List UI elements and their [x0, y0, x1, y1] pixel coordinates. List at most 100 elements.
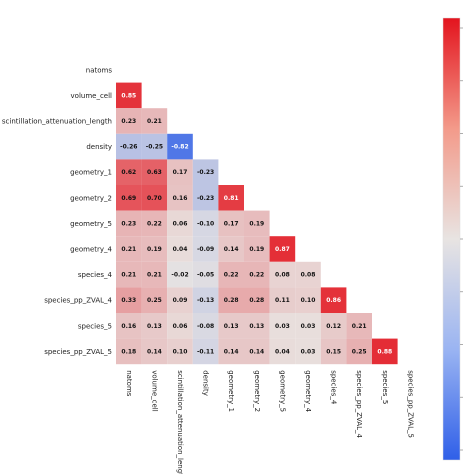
cell-value-label: 0.21: [352, 323, 367, 330]
column-tick-label: volume_cell: [150, 370, 158, 412]
column-tick-label: density: [202, 370, 210, 396]
column-tick-label: species_pp_ZVAL_4: [355, 370, 363, 438]
heatmap-cell: [141, 185, 168, 211]
heatmap-cell: [192, 159, 219, 185]
cell-value-label: 0.03: [301, 323, 316, 330]
cell-value-label: 0.03: [301, 348, 316, 355]
heatmap-cell: [192, 261, 219, 288]
cell-value-label: 0.70: [147, 195, 162, 202]
heatmap-cell: [192, 313, 219, 339]
cell-value-label: 0.06: [173, 220, 188, 227]
heatmap-cell: [116, 185, 142, 211]
heatmap-cell: [218, 313, 244, 339]
cell-value-label: 0.15: [326, 348, 341, 355]
cell-value-label: -0.11: [197, 348, 214, 355]
heatmap-cell: [218, 287, 244, 313]
heatmap-cell: [269, 313, 296, 339]
cell-value-label: 0.62: [121, 169, 136, 176]
cell-value-label: 0.08: [275, 272, 290, 279]
heatmap-cell: [244, 338, 270, 365]
cell-value-label: 0.16: [121, 323, 136, 330]
heatmap-cell: [141, 261, 168, 288]
cell-value-label: 0.16: [173, 195, 188, 202]
heatmap-cell: [167, 210, 193, 237]
row-tick-label: geometry_2: [70, 194, 112, 202]
heatmap-cell: [116, 108, 142, 134]
column-labels: natoms volume_cell scintillation_attenuati…: [125, 370, 415, 474]
colorbar: [442, 17, 463, 461]
cell-value-label: -0.02: [171, 272, 188, 279]
heatmap-cell: [167, 236, 193, 262]
cell-value-label: 0.14: [249, 348, 264, 355]
heatmap-cell: [295, 313, 321, 339]
colorbar-gradient: [442, 17, 461, 461]
heatmap-cell: [167, 185, 193, 211]
heatmap-cell: [116, 261, 142, 288]
cell-value-label: 0.21: [121, 272, 136, 279]
heatmap-cell: [167, 133, 193, 160]
cell-value-label: -0.25: [146, 144, 163, 151]
cell-value-label: 0.19: [147, 246, 162, 253]
heatmap-cell: [167, 338, 193, 365]
cell-value-label: 0.86: [326, 297, 341, 304]
heatmap-cell: [116, 338, 142, 365]
column-tick-label: species_4: [330, 370, 338, 405]
heatmap-cell: [141, 287, 168, 313]
row-tick-label: species_pp_ZVAL_4: [44, 297, 112, 305]
row-tick-label: natoms: [86, 66, 113, 74]
cell-value-label: 0.14: [147, 348, 162, 355]
heatmap-cell: [167, 261, 193, 288]
heatmap-cell: [141, 338, 168, 365]
cell-value-label: 0.12: [326, 323, 341, 330]
cell-value-label: 0.21: [147, 118, 162, 125]
heatmap-cell: [244, 287, 270, 313]
column-tick-label: geometry_4: [304, 370, 312, 412]
heatmap-cell: [218, 338, 244, 365]
heatmap-cell: [116, 236, 142, 262]
cell-value-label: 0.10: [173, 348, 188, 355]
cell-value-label: -0.05: [197, 272, 214, 279]
cell-value-label: 0.28: [249, 297, 264, 304]
heatmap-cell: [269, 236, 296, 262]
row-tick-label: geometry_5: [70, 220, 112, 228]
heatmap-cell: [320, 313, 347, 339]
cell-value-label: 0.22: [224, 272, 239, 279]
cell-value-label: -0.09: [197, 246, 214, 253]
cell-value-label: 0.88: [377, 348, 392, 355]
row-tick-label: density: [86, 143, 112, 151]
cell-value-label: 0.18: [121, 348, 136, 355]
heatmap-cell: [192, 236, 219, 262]
heatmap-cells: 0.85 0.23 0.21 -0.26 -0.25 -0.82 0.62 0.63 0.17 -…: [116, 82, 398, 365]
cell-value-label: 0.85: [121, 92, 136, 99]
cell-value-label: 0.17: [173, 169, 188, 176]
heatmap-cell: [372, 338, 398, 365]
row-tick-label: geometry_1: [70, 169, 112, 177]
cell-value-label: 0.21: [121, 246, 136, 253]
heatmap-cell: [244, 261, 270, 288]
row-tick-label: species_4: [78, 271, 113, 279]
column-tick-label: natoms: [125, 370, 133, 397]
cell-value-label: 0.14: [224, 348, 239, 355]
heatmap-cell: [141, 313, 168, 339]
heatmap-cell: [116, 159, 142, 185]
row-tick-label: geometry_4: [70, 246, 112, 254]
cell-value-label: 0.22: [249, 272, 264, 279]
heatmap-cell: [320, 338, 347, 365]
column-tick-label: species_pp_ZVAL_5: [406, 370, 414, 438]
cell-value-label: -0.26: [120, 144, 137, 151]
row-tick-label: volume_cell: [71, 92, 113, 100]
heatmap-cell: [346, 338, 372, 365]
heatmap-cell: [167, 313, 193, 339]
cell-value-label: 0.11: [275, 297, 290, 304]
heatmap-cell: [116, 210, 142, 237]
cell-value-label: 0.25: [352, 348, 367, 355]
heatmap-cell: [141, 236, 168, 262]
heatmap-cell: [269, 287, 296, 313]
column-tick-label: geometry_2: [253, 370, 261, 412]
heatmap-cell: [295, 338, 321, 365]
cell-value-label: 0.63: [147, 169, 162, 176]
cell-value-label: -0.23: [197, 195, 214, 202]
cell-value-label: 0.23: [121, 220, 136, 227]
heatmap-cell: [295, 287, 321, 313]
